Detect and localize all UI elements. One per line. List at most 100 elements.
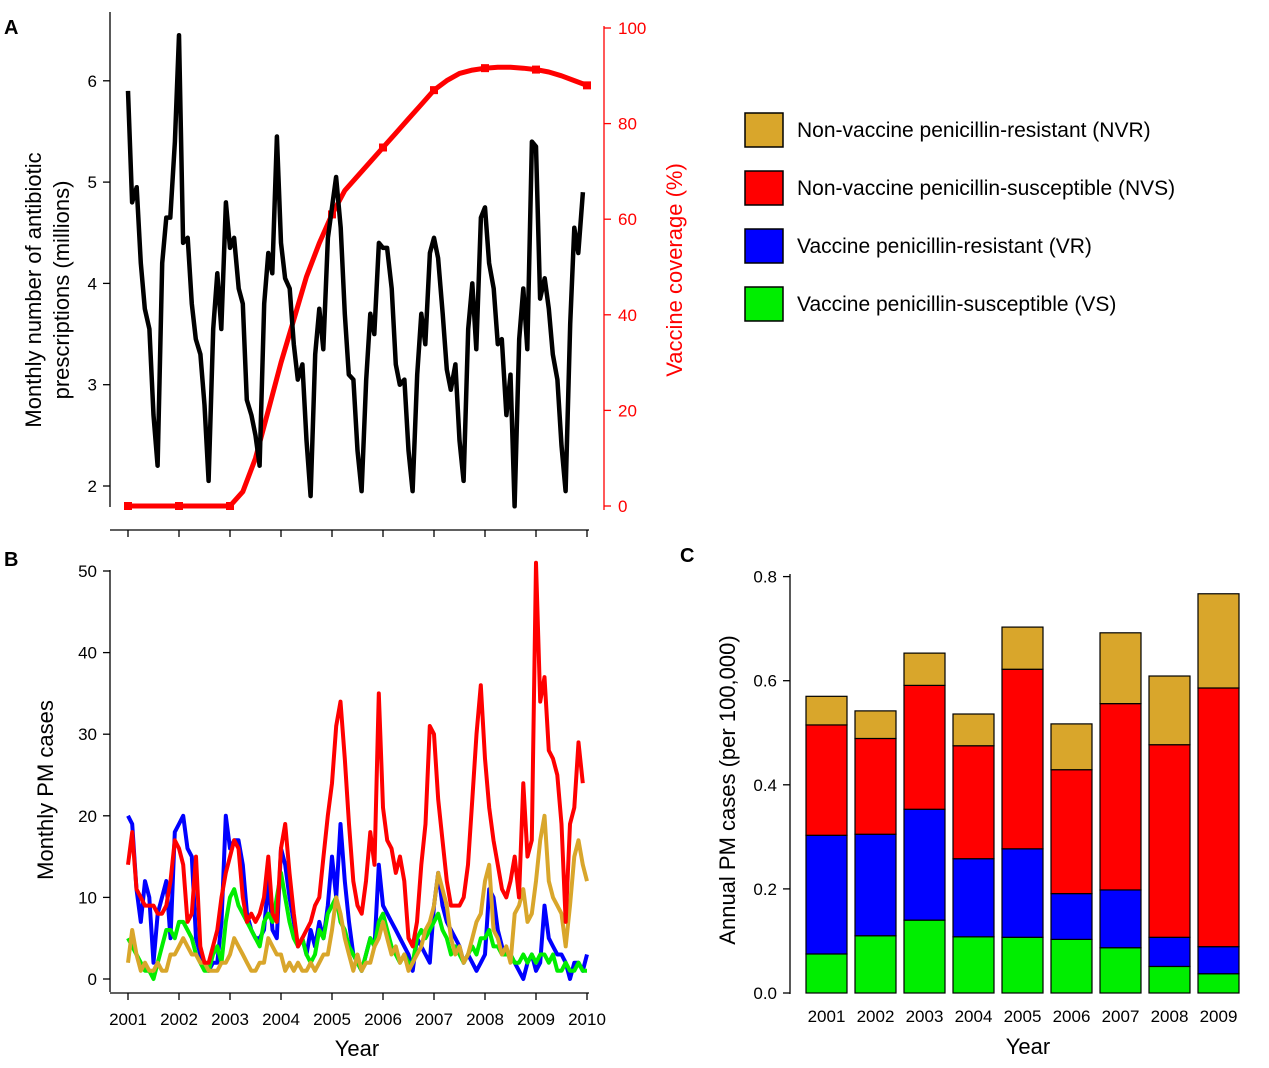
panel-c-ytick-label: 0.4 [753, 776, 777, 795]
panel-c-bar-nvs [903, 684, 946, 810]
panel-a-ylabel-line2: prescriptions (millions) [49, 181, 74, 400]
legend-label-vr: Vaccine penicillin-resistant (VR) [797, 235, 1092, 258]
panel-c-xtick-label: 2005 [1004, 1007, 1042, 1026]
panel-b-ytick-label: 20 [78, 807, 97, 826]
panel-c-bar-vs [805, 953, 848, 994]
panel-c-bar-nvr [1197, 593, 1240, 689]
panel-a-coverage-marker [379, 143, 387, 152]
panel-a-coverage-line [128, 64, 588, 509]
panel-c-bar-nvs [1001, 668, 1044, 850]
legend-label-nvr: Non-vaccine penicillin-resistant (NVR) [797, 119, 1151, 142]
panel-c-ylabel: Annual PM cases (per 100,000) [715, 635, 740, 944]
panel-c-bar-vr [1099, 889, 1142, 949]
legend-swatch-nvr [744, 112, 784, 148]
panel-a-ytick-label: 4 [88, 274, 97, 293]
panel-c-bar-vs [854, 935, 897, 994]
panel-c-bar-vs [1001, 936, 1044, 994]
panel-c-bar-vr [1050, 892, 1093, 940]
panel-a-y2tick-label: 0 [618, 497, 627, 516]
panel-c-bar-vr [805, 834, 848, 955]
panel-b-ylabel: Monthly PM cases [33, 700, 58, 880]
panel-c-bar-vr [952, 858, 995, 938]
panel-c-bar-nvr [1050, 723, 1093, 771]
panel-b-xtick-label: 2001 [109, 1010, 147, 1029]
panel-c-bar-nvr [952, 713, 995, 747]
legend-item-vr: Vaccine penicillin-resistant (VR) [744, 228, 1092, 264]
panel-b-xtick-label: 2009 [517, 1010, 555, 1029]
panel-b-xtick-label: 2008 [466, 1010, 504, 1029]
panel-b-ytick-label: 50 [78, 562, 97, 581]
panel-a-prescriptions-line [125, 32, 586, 509]
panel-c-bar-nvr [1099, 632, 1142, 705]
panel-c-xtick-label: 2002 [857, 1007, 895, 1026]
panel-label-a: A [4, 17, 18, 39]
panel-c-bar-nvr [854, 710, 897, 740]
panel-c-chart: Annual PM cases (per 100,000) Year 0.0 0.… [715, 568, 1240, 1059]
panel-b-series-nvs [126, 560, 585, 965]
panel-b-ytick-label: 0 [88, 970, 97, 989]
panel-b-xtick-label: 2003 [211, 1010, 249, 1029]
panel-c-xtick-label: 2004 [955, 1007, 993, 1026]
legend-label-nvs: Non-vaccine penicillin-susceptible (NVS) [797, 177, 1175, 200]
panel-a-ytick-label: 2 [88, 477, 97, 496]
panel-a-coverage-marker [481, 64, 489, 73]
legend-item-vs: Vaccine penicillin-susceptible (VS) [744, 286, 1116, 322]
panel-c-xtick-label: 2007 [1102, 1007, 1140, 1026]
legend-item-nvs: Non-vaccine penicillin-susceptible (NVS) [744, 170, 1175, 206]
panel-c-bar-vs [1148, 965, 1191, 994]
panel-c-xlabel: Year [1006, 1034, 1050, 1059]
panel-c-ytick-label: 0.8 [753, 568, 777, 587]
panel-a-y2label: Vaccine coverage (%) [662, 163, 687, 377]
panel-c-bar-vr [903, 808, 946, 921]
panel-b-xtick-label: 2004 [262, 1010, 300, 1029]
panel-b-xtick-label: 2006 [364, 1010, 402, 1029]
panel-a-ytick-label: 3 [88, 376, 97, 395]
panel-c-xtick-label: 2003 [906, 1007, 944, 1026]
panel-b-chart: Monthly PM cases Year 0 10 20 30 40 50 2001 200… [33, 560, 606, 1061]
panel-b-ytick-label: 30 [78, 725, 97, 744]
panel-a-y2tick-label: 60 [618, 210, 637, 229]
panel-label-b: B [4, 549, 18, 571]
panel-a-y2tick-label: 40 [618, 306, 637, 325]
panel-c-xtick-label: 2009 [1200, 1007, 1238, 1026]
panel-c-bar-vs [1050, 938, 1093, 994]
panel-c-bar-nvs [1050, 769, 1093, 895]
panel-b-xlabel: Year [335, 1036, 379, 1061]
panel-b-xtick-label: 2002 [160, 1010, 198, 1029]
panel-c-bar-nvr [903, 652, 946, 686]
panel-c-bar-nvs [952, 745, 995, 860]
panel-c-bar-nvr [1001, 626, 1044, 670]
legend-swatch-vs [744, 286, 784, 322]
panel-b-xtick-label: 2007 [415, 1010, 453, 1029]
panel-c-xtick-label: 2006 [1053, 1007, 1091, 1026]
panel-c-bar-vr [1148, 936, 1191, 968]
panel-c-bar-nvs [1148, 744, 1191, 938]
panel-c-bar-nvr [805, 695, 848, 726]
panel-a-ytick-label: 6 [88, 72, 97, 91]
legend-swatch-nvs [744, 170, 784, 206]
panel-a-y2tick-label: 20 [618, 401, 637, 420]
panel-c-bar-vs [903, 919, 946, 994]
panel-a-ytick-label: 5 [88, 173, 97, 192]
panel-b-xtick-label: 2010 [568, 1010, 606, 1029]
legend-swatch-vr [744, 228, 784, 264]
panel-a-y2tick-label: 100 [618, 19, 646, 38]
panel-c-bar-vs [1099, 947, 1142, 994]
panel-c-bar-vs [952, 936, 995, 994]
panel-a-coverage-marker [124, 502, 132, 510]
panel-c-bar-vr [1197, 946, 1240, 975]
legend-item-nvr: Non-vaccine penicillin-resistant (NVR) [744, 112, 1151, 148]
panel-c-xtick-label: 2001 [808, 1007, 846, 1026]
panel-b-ytick-label: 40 [78, 644, 97, 663]
panel-a-coverage-marker [430, 86, 438, 95]
legend: Non-vaccine penicillin-resistant (NVR) N… [744, 112, 1175, 322]
panel-a-coverage-marker [583, 81, 591, 90]
panel-c-bar-nvs [854, 737, 897, 835]
panel-c-bar-vr [1001, 848, 1044, 938]
panel-c-bar-vr [854, 833, 897, 937]
panel-c-bar-nvs [1197, 687, 1240, 948]
panel-c-ytick-label: 0.2 [753, 880, 777, 899]
panel-a-chart: Monthly number of antibiotic prescriptio… [21, 12, 687, 537]
panel-c-bar-vs [1197, 973, 1240, 994]
